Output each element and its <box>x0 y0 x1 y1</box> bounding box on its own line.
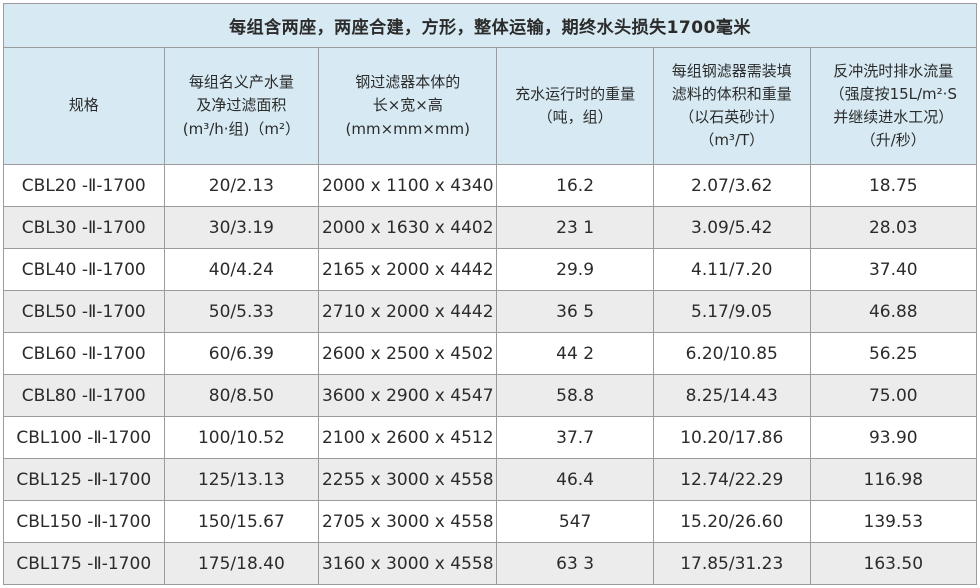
cell-spec: CBL20 -Ⅱ-1700 <box>3 164 165 207</box>
cell-backwash-flow: 28.03 <box>809 206 978 249</box>
table-row: CBL30 -Ⅱ-1700 30/3.19 2000 x 1630 x 4402 23… <box>3 206 978 249</box>
cell-media-volume-weight: 4.11/7.20 <box>652 248 811 291</box>
cell-body-dimensions: 2705 x 3000 x 4558 <box>318 500 498 543</box>
cell-backwash-flow: 46.88 <box>809 290 978 333</box>
cell-media-volume-weight: 6.20/10.85 <box>652 332 811 375</box>
cell-body-dimensions: 2000 x 1630 x 4402 <box>318 206 498 249</box>
cell-filled-weight: 46.4 <box>496 458 654 501</box>
cell-backwash-flow: 139.53 <box>809 500 978 543</box>
column-header-backwash-flow: 反冲洗时排水流量 （强度按15L/m²·S 并继续进水工况） （升/秒） <box>809 47 978 165</box>
cell-spec: CBL125 -Ⅱ-1700 <box>3 458 165 501</box>
cell-body-dimensions: 3600 x 2900 x 4547 <box>318 374 498 417</box>
filter-spec-table: 每组含两座，两座合建，方形，整体运输，期终水头损失1700毫米 规格 每组名义产水… <box>3 3 978 585</box>
cell-spec: CBL175 -Ⅱ-1700 <box>3 542 165 585</box>
table-row: CBL20 -Ⅱ-1700 20/2.13 2000 x 1100 x 4340 16… <box>3 164 978 207</box>
cell-output-filter-area: 175/18.40 <box>163 542 320 585</box>
cell-media-volume-weight: 5.17/9.05 <box>652 290 811 333</box>
table-row: CBL125 -Ⅱ-1700 125/13.13 2255 x 3000 x 455… <box>3 458 978 501</box>
cell-output-filter-area: 80/8.50 <box>163 374 320 417</box>
cell-body-dimensions: 2255 x 3000 x 4558 <box>318 458 498 501</box>
cell-body-dimensions: 2165 x 2000 x 4442 <box>318 248 498 291</box>
cell-output-filter-area: 30/3.19 <box>163 206 320 249</box>
cell-spec: CBL150 -Ⅱ-1700 <box>3 500 165 543</box>
cell-body-dimensions: 2100 x 2600 x 4512 <box>318 416 498 459</box>
cell-filled-weight: 547 <box>496 500 654 543</box>
column-header-filled-weight: 充水运行时的重量 （吨，组） <box>496 47 654 165</box>
cell-body-dimensions: 2600 x 2500 x 4502 <box>318 332 498 375</box>
cell-filled-weight: 16.2 <box>496 164 654 207</box>
cell-output-filter-area: 100/10.52 <box>163 416 320 459</box>
cell-filled-weight: 37.7 <box>496 416 654 459</box>
cell-output-filter-area: 125/13.13 <box>163 458 320 501</box>
cell-media-volume-weight: 15.20/26.60 <box>652 500 811 543</box>
cell-spec: CBL40 -Ⅱ-1700 <box>3 248 165 291</box>
cell-output-filter-area: 40/4.24 <box>163 248 320 291</box>
cell-backwash-flow: 18.75 <box>809 164 978 207</box>
table-title: 每组含两座，两座合建，方形，整体运输，期终水头损失1700毫米 <box>3 3 977 48</box>
cell-filled-weight: 63 3 <box>496 542 654 585</box>
cell-filled-weight: 44 2 <box>496 332 654 375</box>
cell-filled-weight: 36 5 <box>496 290 654 333</box>
cell-spec: CBL60 -Ⅱ-1700 <box>3 332 165 375</box>
table-row: CBL60 -Ⅱ-1700 60/6.39 2600 x 2500 x 4502 44… <box>3 332 978 375</box>
column-header-spec: 规格 <box>3 47 165 165</box>
table-row: CBL150 -Ⅱ-1700 150/15.67 2705 x 3000 x 455… <box>3 500 978 543</box>
cell-spec: CBL100 -Ⅱ-1700 <box>3 416 165 459</box>
table-row: CBL40 -Ⅱ-1700 40/4.24 2165 x 2000 x 4442 29… <box>3 248 978 291</box>
cell-media-volume-weight: 8.25/14.43 <box>652 374 811 417</box>
column-header-body-dimensions: 钢过滤器本体的 长×宽×高 (mm×mm×mm) <box>318 47 498 165</box>
cell-media-volume-weight: 17.85/31.23 <box>652 542 811 585</box>
cell-output-filter-area: 60/6.39 <box>163 332 320 375</box>
cell-backwash-flow: 93.90 <box>809 416 978 459</box>
cell-body-dimensions: 2710 x 2000 x 4442 <box>318 290 498 333</box>
cell-backwash-flow: 75.00 <box>809 374 978 417</box>
cell-output-filter-area: 50/5.33 <box>163 290 320 333</box>
cell-media-volume-weight: 10.20/17.86 <box>652 416 811 459</box>
cell-backwash-flow: 56.25 <box>809 332 978 375</box>
table-row: CBL50 -Ⅱ-1700 50/5.33 2710 x 2000 x 4442 36… <box>3 290 978 333</box>
cell-filled-weight: 23 1 <box>496 206 654 249</box>
table-title-row: 每组含两座，两座合建，方形，整体运输，期终水头损失1700毫米 <box>3 3 977 48</box>
table-row: CBL80 -Ⅱ-1700 80/8.50 3600 x 2900 x 4547 58… <box>3 374 978 417</box>
cell-backwash-flow: 37.40 <box>809 248 978 291</box>
cell-body-dimensions: 2000 x 1100 x 4340 <box>318 164 498 207</box>
cell-backwash-flow: 163.50 <box>809 542 978 585</box>
table-header-row: 规格 每组名义产水量 及净过滤面积 (m³/h·组)（m²） 钢过滤器本体的 长×宽… <box>3 47 978 165</box>
cell-spec: CBL30 -Ⅱ-1700 <box>3 206 165 249</box>
cell-media-volume-weight: 2.07/3.62 <box>652 164 811 207</box>
cell-spec: CBL80 -Ⅱ-1700 <box>3 374 165 417</box>
column-header-output-filter-area: 每组名义产水量 及净过滤面积 (m³/h·组)（m²） <box>163 47 320 165</box>
table-row: CBL175 -Ⅱ-1700 175/18.40 3160 x 3000 x 455… <box>3 542 978 585</box>
cell-output-filter-area: 20/2.13 <box>163 164 320 207</box>
cell-backwash-flow: 116.98 <box>809 458 978 501</box>
cell-media-volume-weight: 3.09/5.42 <box>652 206 811 249</box>
cell-output-filter-area: 150/15.67 <box>163 500 320 543</box>
cell-spec: CBL50 -Ⅱ-1700 <box>3 290 165 333</box>
cell-body-dimensions: 3160 x 3000 x 4558 <box>318 542 498 585</box>
cell-filled-weight: 58.8 <box>496 374 654 417</box>
column-header-media-volume-weight: 每组钢滤器需装填 滤料的体积和重量 （以石英砂计） （m³/T） <box>652 47 811 165</box>
cell-media-volume-weight: 12.74/22.29 <box>652 458 811 501</box>
table-row: CBL100 -Ⅱ-1700 100/10.52 2100 x 2600 x 451… <box>3 416 978 459</box>
cell-filled-weight: 29.9 <box>496 248 654 291</box>
